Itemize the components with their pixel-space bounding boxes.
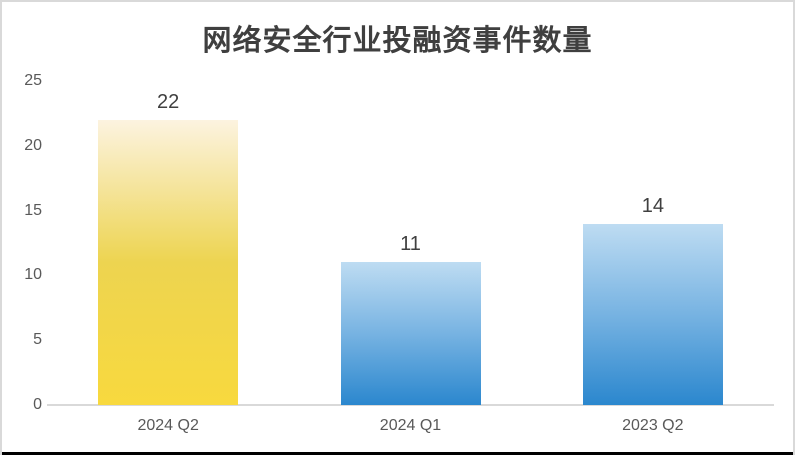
bar-value-label-2023-q2: 14 <box>641 194 664 217</box>
bar-2024-q2[interactable] <box>98 119 239 405</box>
x-axis-label-2024-q2: 2024 Q2 <box>137 417 199 434</box>
y-axis-tick-label: 15 <box>24 201 42 219</box>
y-axis-tick-label: 5 <box>33 331 42 349</box>
x-axis-line <box>47 404 774 406</box>
y-axis-tick-label: 10 <box>24 266 42 284</box>
chart-title: 网络安全行业投融资事件数量 <box>202 25 593 57</box>
x-axis-label-2023-q2: 2023 Q2 <box>622 417 684 434</box>
bottom-edge <box>2 452 793 455</box>
y-axis-tick-label: 0 <box>33 396 42 413</box>
y-axis-tick-label: 25 <box>24 72 42 89</box>
y-axis-tick-label: 20 <box>24 136 42 154</box>
bar-2023-q2[interactable] <box>582 223 723 405</box>
bar-value-label-2024-q2: 22 <box>157 90 180 113</box>
bar-2024-q1[interactable] <box>340 262 481 405</box>
bar-value-label-2024-q1: 11 <box>400 233 421 256</box>
x-axis-label-2024-q1: 2024 Q1 <box>379 417 442 434</box>
